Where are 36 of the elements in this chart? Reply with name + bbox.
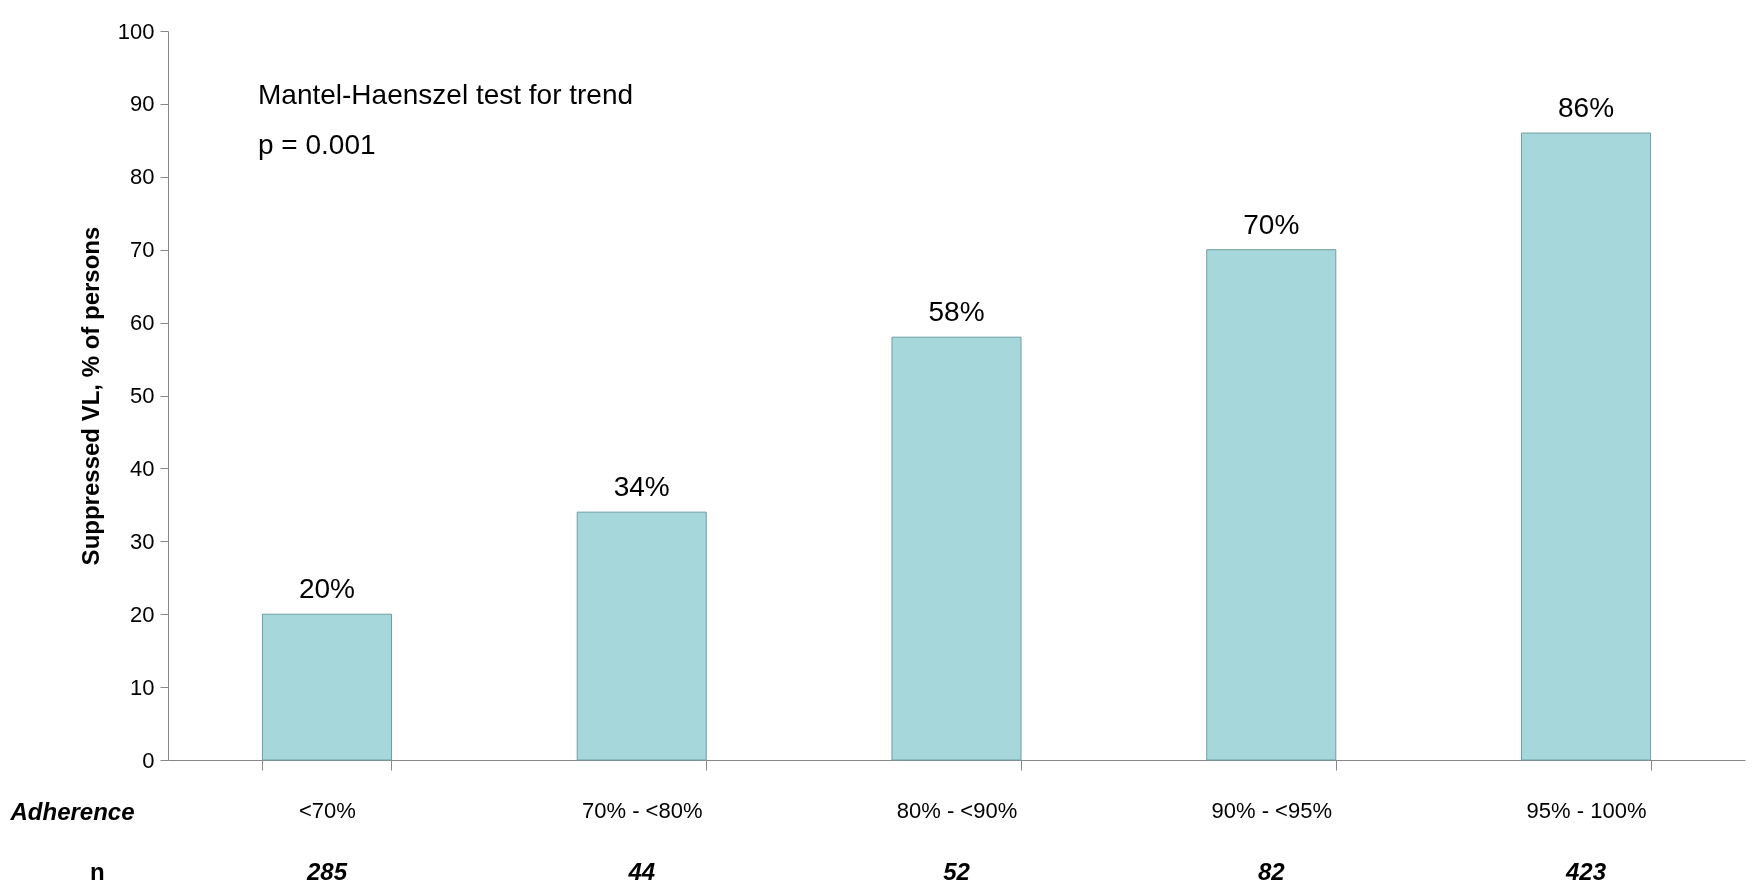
y-tick-label: 10 xyxy=(130,674,155,700)
y-tick-label: 70 xyxy=(130,237,155,263)
annotation: p = 0.001 xyxy=(258,129,376,160)
y-tick-label: 60 xyxy=(130,310,155,336)
data-label: 58% xyxy=(928,296,985,328)
data-label: 70% xyxy=(1243,208,1300,240)
text: n xyxy=(90,858,105,885)
text: 52 xyxy=(943,858,971,885)
x-tick-label: 95% - 100% xyxy=(1526,797,1647,823)
y-tick-label: 30 xyxy=(130,528,155,554)
y-tick-label: 100 xyxy=(117,18,155,44)
y-tick-label: 40 xyxy=(130,455,155,481)
y-tick-label: 20 xyxy=(130,601,155,627)
text: 44 xyxy=(627,858,656,885)
y-axis-title: Suppressed VL, % of persons xyxy=(76,226,104,566)
bar xyxy=(576,511,707,761)
y-tick-label: 80 xyxy=(130,164,155,190)
x-tick-label: <70% xyxy=(299,797,356,823)
x-axis-title: Adherence xyxy=(9,797,135,825)
x-tick-label: 70% - <80% xyxy=(582,797,703,823)
bar xyxy=(261,613,392,761)
y-tick-label: 90 xyxy=(130,91,155,117)
bar xyxy=(1206,249,1337,761)
text: 82 xyxy=(1257,858,1286,885)
data-label: 86% xyxy=(1558,92,1615,124)
data-label: 34% xyxy=(613,471,670,503)
bar xyxy=(891,336,1022,761)
data-label: 20% xyxy=(298,573,355,605)
text: 285 xyxy=(305,858,348,885)
bar xyxy=(1521,132,1652,761)
text: 423 xyxy=(1565,858,1607,885)
x-tick-label: 80% - <90% xyxy=(896,797,1018,823)
annotation: Mantel-Haenszel test for trend xyxy=(258,79,634,110)
y-tick-label: 50 xyxy=(130,383,155,408)
x-tick-label: 90% - <95% xyxy=(1211,797,1332,823)
y-tick-label: 0 xyxy=(142,747,155,773)
